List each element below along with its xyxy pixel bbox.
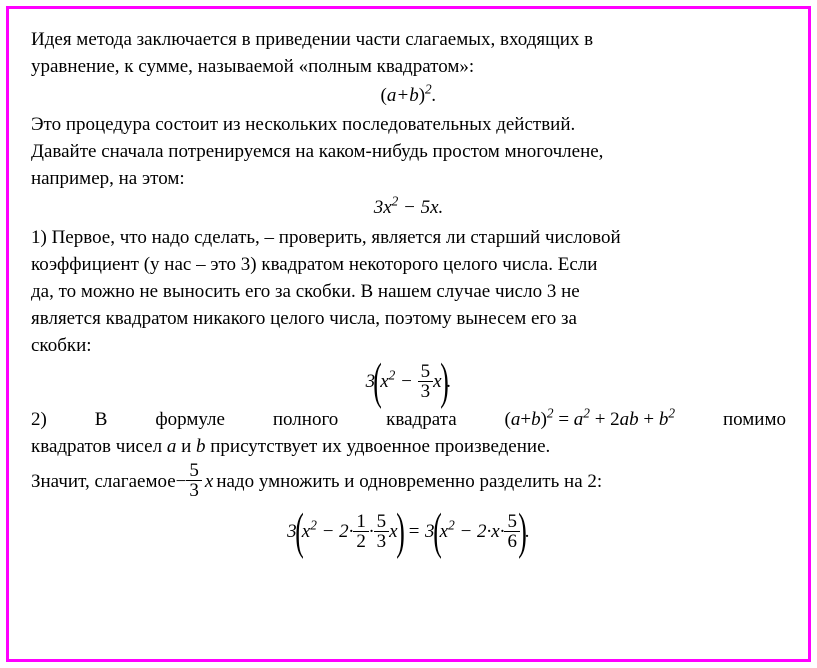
step1-line-3: да, то можно не выносить его за скобки. … bbox=[31, 279, 786, 304]
word: формуле bbox=[155, 407, 225, 432]
fraction-5-3: 53 bbox=[374, 512, 390, 553]
para2-line-3: например, на этом: bbox=[31, 166, 786, 191]
fraction-5-3: 53 bbox=[418, 362, 434, 403]
var-b: b bbox=[196, 436, 206, 457]
step1-line-2: коэффициент (у нас – это 3) квадратом не… bbox=[31, 252, 786, 277]
exponent-2: 2 bbox=[547, 406, 554, 421]
var-x: x bbox=[205, 469, 213, 494]
step2-line-3: Значит, слагаемое − 53 x надо умножить и… bbox=[31, 461, 786, 502]
text-and: и bbox=[176, 436, 196, 457]
exponent-2: 2 bbox=[668, 406, 675, 421]
step1-line-4: является квадратом никакого целого числа… bbox=[31, 306, 786, 331]
plus-2: + 2 bbox=[590, 409, 620, 430]
op-plus: + bbox=[396, 85, 409, 106]
exponent-2: 2 bbox=[448, 517, 455, 532]
var-a: a bbox=[574, 409, 584, 430]
var-b: b bbox=[659, 409, 669, 430]
var-a: a bbox=[167, 436, 177, 457]
minus-2dot: − 2· bbox=[455, 521, 492, 542]
op-eq: = bbox=[554, 409, 574, 430]
word: полного bbox=[273, 407, 338, 432]
fraction-5-3: 53 bbox=[186, 461, 202, 502]
var-ab: ab bbox=[620, 409, 639, 430]
minus-2dot: − 2· bbox=[317, 521, 354, 542]
period: . bbox=[432, 85, 437, 106]
math-document-frame: Идея метода заключается в приведении час… bbox=[6, 6, 811, 662]
coef-3: 3 bbox=[374, 197, 384, 218]
var-x: x bbox=[491, 521, 499, 542]
var-a: a bbox=[387, 85, 397, 106]
text: надо умножить и одновременно разделить н… bbox=[216, 469, 602, 494]
para2-line-1: Это процедура состоит из нескольких посл… bbox=[31, 112, 786, 137]
text: квадратов чисел bbox=[31, 436, 167, 457]
formula-factor-out-3: 3(x2 − 53x). bbox=[31, 362, 786, 403]
word: помимо bbox=[723, 407, 786, 432]
text: Значит, слагаемое bbox=[31, 469, 176, 494]
op-minus: − bbox=[395, 371, 417, 392]
period: . bbox=[439, 197, 444, 218]
text: присутствует их удвоенное произведение. bbox=[206, 436, 551, 457]
var-x: x bbox=[383, 197, 391, 218]
var-x: x bbox=[430, 197, 438, 218]
step1-line-5: скобки: bbox=[31, 333, 786, 358]
var-a: a bbox=[511, 409, 521, 430]
exponent-2: 2 bbox=[310, 517, 317, 532]
formula-perfect-square: (a+b)2. bbox=[31, 83, 786, 108]
marker-2: 2) bbox=[31, 407, 47, 432]
op-plus: + bbox=[639, 409, 659, 430]
op-plus: + bbox=[520, 409, 531, 430]
intro-line-1: Идея метода заключается в приведении час… bbox=[31, 27, 786, 52]
var-b: b bbox=[409, 85, 419, 106]
step1-line-1: 1) Первое, что надо сделать, – проверить… bbox=[31, 225, 786, 250]
step2-line-2: квадратов чисел a и b присутствует их уд… bbox=[31, 434, 786, 459]
fraction-1-2: 12 bbox=[353, 512, 369, 553]
word: квадрата bbox=[386, 407, 456, 432]
para2-line-2: Давайте сначала потренируемся на каком-н… bbox=[31, 139, 786, 164]
exponent-2: 2 bbox=[425, 82, 432, 97]
formula-example-poly: 3x2 − 5x. bbox=[31, 195, 786, 220]
intro-line-2: уравнение, к сумме, называемой «полным к… bbox=[31, 54, 786, 79]
minus-5: − 5 bbox=[398, 197, 430, 218]
formula-multiply-divide-2: 3(x2 − 2·12·53x) = 3(x2 − 2·x·56). bbox=[31, 512, 786, 553]
step2-line-1: 2) В формуле полного квадрата (a+b)2 = a… bbox=[31, 407, 786, 432]
op-eq: = bbox=[403, 521, 425, 542]
var-b: b bbox=[531, 409, 541, 430]
word: В bbox=[95, 407, 108, 432]
formula-expansion: (a+b)2 = a2 + 2ab + b2 bbox=[505, 407, 676, 432]
exponent-2: 2 bbox=[583, 406, 590, 421]
op-minus: − bbox=[176, 469, 187, 494]
